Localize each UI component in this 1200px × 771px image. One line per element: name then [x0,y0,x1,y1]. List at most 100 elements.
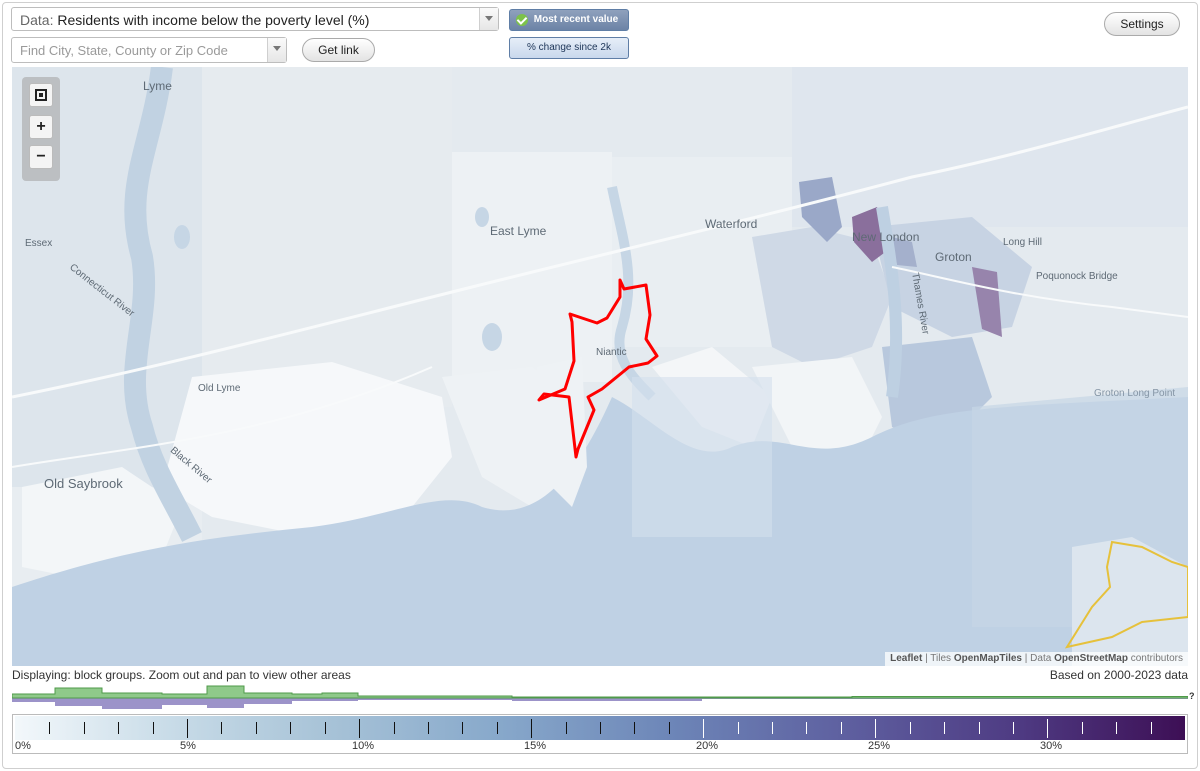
location-search-input[interactable] [12,38,262,62]
place-label-groton: Groton [935,250,972,264]
legend-tick-label: 25% [868,740,891,752]
place-label-old-lyme: Old Lyme [198,383,241,394]
zoom-out-button[interactable]: − [29,145,53,169]
legend-major-tick [1047,719,1048,738]
fullscreen-button[interactable] [29,83,53,107]
block-group-area [202,67,452,407]
place-label-poquonock-bridge: Poquonock Bridge [1036,271,1118,282]
block-group-area [892,237,917,267]
legend-minor-tick [221,722,222,734]
legend-major-tick [531,719,532,738]
place-label-long-hill: Long Hill [1003,237,1042,248]
legend-tick-label: 15% [524,740,547,752]
place-label-lyme: Lyme [143,79,172,93]
block-group-area [452,152,612,382]
place-label-niantic: Niantic [596,347,627,358]
legend-major-tick [703,719,704,738]
legend-minor-tick [1082,722,1083,734]
zoom-in-button[interactable]: + [29,115,53,139]
histogram-help-icon[interactable]: ? [1189,691,1195,701]
legend-minor-tick [738,722,739,734]
legend-minor-tick [910,722,911,734]
legend-minor-tick [1151,722,1152,734]
selected-area-outline [537,278,659,459]
percent-change-button[interactable]: % change since 2k [509,37,629,59]
most-recent-value-button[interactable]: Most recent value [509,9,629,31]
place-label-new-london: New London [852,230,920,244]
legend-minor-tick [979,722,980,734]
legend-major-tick [359,719,360,738]
distribution-histogram [12,685,1188,709]
check-icon [516,14,528,26]
legend-minor-tick [566,722,567,734]
get-link-button[interactable]: Get link [302,38,375,62]
legend-minor-tick [806,722,807,734]
boundary-outline [1064,540,1188,649]
data-variable-value: Residents with income below the poverty … [57,12,370,28]
map-layers [12,67,1188,666]
attribution-data-prefix: | Data [1024,653,1052,664]
place-label-essex: Essex [25,238,53,249]
map-attribution: Leaflet | Tiles OpenMapTiles | Data Open… [885,652,1188,666]
chevron-down-icon[interactable] [479,8,498,30]
chevron-down-icon[interactable] [267,38,286,62]
attribution-osm-link[interactable]: OpenStreetMap [1054,653,1128,664]
legend-minor-tick [428,722,429,734]
legend-tick-label: 20% [696,740,719,752]
histogram-bars-block-groups [12,685,1188,699]
river [124,67,202,542]
place-label-groton-long-point: Groton Long Point [1094,388,1176,399]
place-label-waterford: Waterford [705,217,758,231]
color-scale-legend: 0% 5% 10% 15% 20% 25% 30% [12,714,1188,754]
legend-minor-tick [1013,722,1014,734]
data-prefix-label: Data: [20,12,54,28]
legend-major-tick [187,719,188,738]
legend-minor-tick [841,722,842,734]
legend-minor-tick [49,722,50,734]
river [607,186,656,401]
settings-button[interactable]: Settings [1104,12,1180,36]
legend-tick-label: 10% [352,740,375,752]
data-range-note: Based on 2000-2023 data [1049,668,1188,682]
legend-minor-tick [84,722,85,734]
legend-minor-tick [772,722,773,734]
legend-tick-label: 5% [180,740,196,752]
legend-major-tick [875,719,876,738]
block-group-area [972,267,1002,337]
land-area [1072,537,1188,666]
road [12,105,1188,399]
land-area [162,362,452,537]
legend-minor-tick [394,722,395,734]
zoom-control: + − [22,77,60,181]
block-group-area [799,177,842,242]
attribution-data-suffix: contributors [1130,653,1183,664]
attribution-tiles-prefix: | Tiles [925,653,952,664]
land-area [442,367,572,507]
lake [174,225,190,249]
lake [482,323,502,351]
legend-minor-tick [118,722,119,734]
block-group-area [752,227,892,367]
attribution-leaflet-link[interactable]: Leaflet [890,653,923,664]
lake [475,207,489,227]
place-label-east-lyme: East Lyme [490,224,547,238]
legend-tick-label: 30% [1040,740,1063,752]
legend-minor-tick [153,722,154,734]
legend-minor-tick [462,722,463,734]
location-search-box[interactable] [11,37,287,63]
legend-minor-tick [497,722,498,734]
attribution-tiles-link[interactable]: OpenMapTiles [953,653,1022,664]
sea [12,397,1188,666]
land-area [752,357,882,457]
legend-minor-tick [1116,722,1117,734]
map-canvas[interactable]: Lyme Essex Connecticut River Old Lyme Bl… [12,67,1188,666]
legend-tick-label: 0% [15,740,31,752]
most-recent-value-label: Most recent value [533,14,619,25]
fullscreen-icon [35,89,47,101]
color-scale-bar [15,716,1185,740]
legend-minor-tick [325,722,326,734]
display-status: Displaying: block groups. Zoom out and p… [12,668,351,682]
legend-minor-tick [290,722,291,734]
data-variable-select[interactable]: Data: Residents with income below the po… [11,7,499,31]
legend-minor-tick [669,722,670,734]
